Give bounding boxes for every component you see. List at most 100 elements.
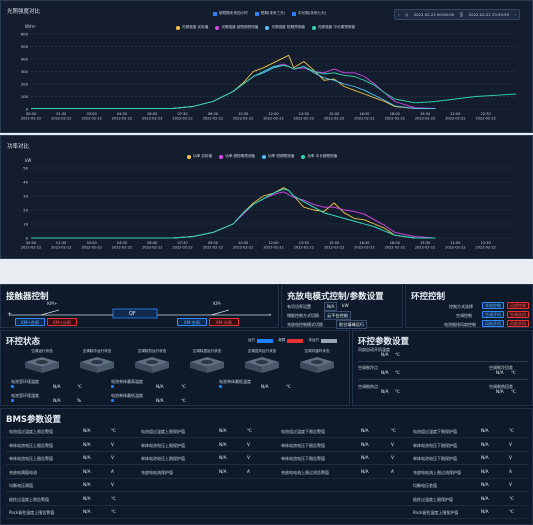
ac-cool-point-value[interactable]: N/A [381,371,389,376]
bms-param-value[interactable]: N/A [219,429,227,434]
date-to[interactable]: 2022-02-22 23:59:59 [468,12,509,17]
ac-unit-label: 空调除湿运行状态 [192,349,222,353]
legend-dot-icon [265,25,270,30]
bms-param-value[interactable]: N/A [83,456,91,461]
y-tick-label: 500 [21,44,29,49]
ac-heat-diff-value[interactable]: N/A [496,390,504,395]
bms-param-unit: ℃ [247,429,252,434]
prev-day-icon[interactable]: ‹ [398,12,400,17]
bms-param-label: 单体电池电压上限告警值 [9,456,53,461]
bms-param-value[interactable]: N/A [219,442,227,448]
x-tick-time: 19:30 [420,241,430,245]
bms-param-value[interactable]: N/A [361,469,369,475]
bms-param-value[interactable]: N/A [481,442,489,448]
ac-off-button[interactable]: 空调关机 [507,311,529,318]
cell-min-temp-2-label: 电池单体最低温度 [111,393,143,398]
bms-row-divider [6,518,529,519]
range-option-long[interactable]: 中长期(未来七天) [292,11,326,16]
ac-unit-label: 空调内循环状态 [304,349,330,353]
bms-param-value[interactable]: N/A [361,429,369,434]
bms-param-value[interactable]: N/A [481,510,489,515]
fan-auto-temp-unit: ℃ [395,353,400,358]
power-chart-title: 功率对比 [7,144,30,150]
x-tick-date: 2022-02-22 [263,117,283,121]
contactor-diagram [9,308,271,319]
bms-param-value[interactable]: N/A [361,442,369,448]
bms-param-value[interactable]: N/A [481,456,489,461]
legend-item[interactable]: 功率 短期预测值 [262,154,294,159]
x-tick-time: 04:30 [117,112,127,116]
date-from[interactable]: 2022-02-22 00:00:00 [413,12,455,17]
env-params-section: 环控参数设置 风扇自动开机温度 N/A ℃ 空调制冷点 N/A ℃ 空调制冷回差… [352,330,533,406]
x-tick-date: 2022-02-22 [21,117,41,121]
x-tick-time: 09:00 [208,241,218,245]
km-minus-close-button[interactable]: KM-合闸 [177,318,207,326]
minus-terminal-label: - [269,311,272,318]
charge-mode-select[interactable]: 削谷填峰运行 [336,320,368,329]
x-tick-date: 2022-02-22 [354,246,374,250]
charge-mode-label: 充放电控制模式切换 [287,322,323,327]
env-params-title: 环控参数设置 [358,337,410,347]
legend-item[interactable]: 光照强度 中长期预测值 [311,25,355,30]
bms-param-value[interactable]: N/A [83,442,91,448]
bms-row-divider [6,437,529,438]
bms-param-value[interactable]: N/A [83,469,91,475]
legend-item[interactable]: 光照强度 超短期预测值 [215,25,258,30]
legend-item[interactable]: 功率 超短期预测值 [219,154,255,159]
km-plus-open-button[interactable]: KM+分闸 [47,318,77,326]
bms-param-value[interactable]: N/A [83,483,91,488]
date-range-picker[interactable]: ‹ ◷ 2022-02-22 00:00:00 至 2022-02-22 23:… [394,9,520,20]
x-tick-time: 09:00 [208,112,218,116]
ac-heat-point-value[interactable]: N/A [381,390,389,395]
range-option-short[interactable]: 短期(未来三天) [254,11,285,16]
bms-param-unit: A [111,469,114,475]
ac-unit-status: 空调制热运行状态 [129,349,175,375]
divider [358,361,528,362]
fan-on-button[interactable]: 风扇开机 [482,320,504,327]
y-tick-label: 200 [21,81,29,86]
y-tick-label: 0 [26,235,29,240]
control-source-select[interactable]: 云平台控制 [324,311,351,320]
fan-auto-temp-value[interactable]: N/A [381,353,389,358]
y-tick-label: 30 [23,193,28,198]
range-option-ultrashort[interactable]: 超短期未来四小时 [213,11,248,16]
y-tick-label: 40 [23,179,28,184]
control-mode-label: 控制方式选择 [449,304,473,309]
km-minus-open-button[interactable]: KM-分闸 [209,318,239,326]
next-day-icon[interactable]: › [514,12,516,17]
bms-param-value[interactable]: N/A [83,496,91,502]
legend-item[interactable]: 功率 中长期预测值 [301,154,337,159]
active-power-input[interactable]: N/A [324,302,338,311]
bms-section: BMS参数设置 电池组过温度上限告警值 N/A ℃ 电池组过温度上限保护值 N/A ℃ 电池… [0,408,533,525]
bms-param-value[interactable]: N/A [219,456,227,461]
fan-off-button[interactable]: 风扇关机 [507,320,529,327]
cell-min-temp-2-unit: ℃ [181,399,186,404]
checkbox-icon [254,11,259,16]
bms-row-divider [6,477,529,479]
bms-param-value[interactable]: N/A [481,429,489,434]
bms-param-value[interactable]: N/A [481,483,489,488]
legend-item[interactable]: 功率 实际值 [187,154,212,159]
irradiance-series-legend: 光照强度 实际值 光照强度 超短期预测值 光照强度 短期预测值 光照强度 中长期… [176,25,355,30]
series-line [31,64,436,109]
bms-param-value[interactable]: N/A [361,456,369,461]
ac-unit-label: 空调制冷运行状态 [82,349,112,353]
y-tick-label: 20 [23,207,28,212]
bms-param-value[interactable]: N/A [219,469,227,475]
ac-on-button[interactable]: 空调开机 [482,311,504,318]
bms-param-value[interactable]: N/A [481,496,489,502]
bms-param-value[interactable]: N/A [481,469,489,475]
bms-param-label: 单体电池电压下限保护值 [413,456,457,461]
x-tick-date: 2022-02-22 [445,117,465,121]
bms-param-value[interactable]: N/A [83,429,91,434]
km-plus-close-button[interactable]: KM+合闸 [15,318,45,326]
bms-param-value[interactable]: N/A [83,510,91,515]
legend-item[interactable]: 光照强度 短期预测值 [265,25,305,30]
ac-cool-point-label: 空调制冷点 [358,365,378,370]
local-control-button[interactable]: 本地控制 [482,302,504,309]
legend-item[interactable]: 光照强度 实际值 [176,25,208,30]
ac-unit-status: 空调运行状态 [19,349,65,375]
remote-control-button[interactable]: 远程控制 [507,302,529,309]
bms-param-unit: V [509,456,512,461]
ac-cool-diff-value[interactable]: N/A [496,371,504,376]
